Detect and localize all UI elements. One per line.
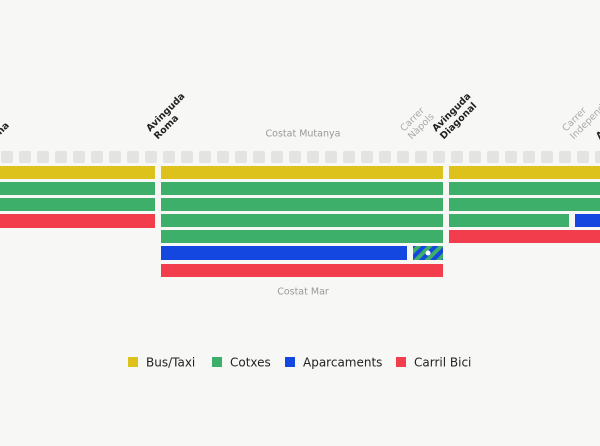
sidewalk-block: [109, 151, 121, 163]
legend-swatch: [285, 357, 295, 367]
legend-label: Aparcaments: [303, 356, 382, 370]
sidewalk-block: [307, 151, 319, 163]
sidewalk-block: [523, 151, 535, 163]
sidewalk-block: [397, 151, 409, 163]
sidewalk-block: [91, 151, 103, 163]
legend-swatch: [128, 357, 138, 367]
sidewalk-block: [505, 151, 517, 163]
lane: [0, 214, 155, 228]
legend-label: Carril Bici: [414, 356, 471, 370]
legend-swatch: [396, 357, 406, 367]
segment: [0, 166, 155, 228]
lane: [161, 246, 407, 260]
legend-label: Cotxes: [230, 356, 271, 370]
lane: [161, 230, 443, 243]
legend-swatch: [212, 357, 222, 367]
sidewalk-block: [469, 151, 481, 163]
sidewalk-block: [379, 151, 391, 163]
sidewalk-block: [451, 151, 463, 163]
sidewalk-block: [325, 151, 337, 163]
street-name: ona: [0, 120, 12, 142]
lane: [449, 182, 600, 195]
lane: [161, 264, 443, 277]
legend: Bus/Taxi Cotxes Aparcaments Carril Bici: [128, 356, 471, 370]
icon: [425, 250, 431, 256]
lane: [0, 166, 155, 179]
sidewalk-block: [577, 151, 589, 163]
sidewalk-block: [289, 151, 301, 163]
sidewalk-block: [199, 151, 211, 163]
lane: [575, 214, 600, 227]
side-label: Costat Mutanya: [266, 129, 341, 140]
sidewalk-block: [73, 151, 85, 163]
sidewalk-block: [487, 151, 499, 163]
sidewalk-block: [541, 151, 553, 163]
sidewalk-block: [415, 151, 427, 163]
sidewalk-row: [1, 151, 600, 163]
sidewalk-block: [1, 151, 13, 163]
sidewalk-block: [253, 151, 265, 163]
legend-label: Bus/Taxi: [146, 356, 195, 370]
lane: [161, 182, 443, 195]
lane: [449, 214, 569, 227]
lane: [449, 198, 600, 211]
lane: [449, 230, 600, 243]
lane: [449, 166, 600, 179]
sidewalk-block: [145, 151, 157, 163]
sidewalk-block: [181, 151, 193, 163]
side-label: Costat Mar: [277, 287, 329, 298]
sidewalk-block: [55, 151, 67, 163]
sidewalk-block: [559, 151, 571, 163]
sidewalk-block: [433, 151, 445, 163]
lane: [0, 198, 155, 211]
lane: [161, 166, 443, 179]
lane: [161, 214, 443, 227]
sidewalk-block: [163, 151, 175, 163]
sidewalk-block: [217, 151, 229, 163]
segment: [449, 166, 600, 243]
sidewalk-block: [127, 151, 139, 163]
sidewalk-block: [19, 151, 31, 163]
sidewalk-block: [595, 151, 600, 163]
street-label: ona: [0, 120, 12, 142]
sidewalk-block: [235, 151, 247, 163]
sidewalk-block: [271, 151, 283, 163]
sidewalk-block: [37, 151, 49, 163]
segment: [161, 166, 443, 277]
sidewalk-block: [361, 151, 373, 163]
lane: [0, 182, 155, 195]
lane: [161, 198, 443, 211]
sidewalk-block: [343, 151, 355, 163]
